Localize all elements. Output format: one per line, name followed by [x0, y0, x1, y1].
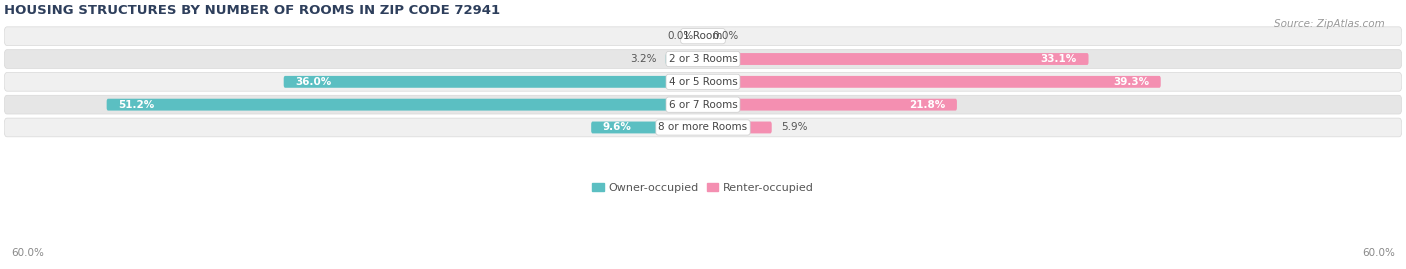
- FancyBboxPatch shape: [4, 95, 1402, 114]
- Text: 6 or 7 Rooms: 6 or 7 Rooms: [669, 100, 737, 110]
- FancyBboxPatch shape: [591, 122, 703, 133]
- Text: 39.3%: 39.3%: [1114, 77, 1149, 87]
- FancyBboxPatch shape: [703, 122, 772, 133]
- FancyBboxPatch shape: [703, 99, 957, 111]
- Text: 21.8%: 21.8%: [910, 100, 945, 110]
- Text: 60.0%: 60.0%: [1362, 248, 1395, 258]
- FancyBboxPatch shape: [284, 76, 703, 88]
- FancyBboxPatch shape: [107, 99, 703, 111]
- Text: 8 or more Rooms: 8 or more Rooms: [658, 122, 748, 132]
- Text: 1 Room: 1 Room: [683, 31, 723, 41]
- FancyBboxPatch shape: [4, 118, 1402, 137]
- Text: 9.6%: 9.6%: [603, 122, 631, 132]
- Text: 0.0%: 0.0%: [713, 31, 738, 41]
- FancyBboxPatch shape: [4, 50, 1402, 68]
- Text: 3.2%: 3.2%: [630, 54, 657, 64]
- Text: 5.9%: 5.9%: [782, 122, 807, 132]
- Text: 60.0%: 60.0%: [11, 248, 44, 258]
- FancyBboxPatch shape: [703, 53, 1088, 65]
- Text: 33.1%: 33.1%: [1040, 54, 1077, 64]
- Text: 2 or 3 Rooms: 2 or 3 Rooms: [669, 54, 737, 64]
- Text: 36.0%: 36.0%: [295, 77, 332, 87]
- FancyBboxPatch shape: [665, 53, 703, 65]
- FancyBboxPatch shape: [703, 76, 1161, 88]
- Text: Source: ZipAtlas.com: Source: ZipAtlas.com: [1274, 19, 1385, 29]
- Text: 0.0%: 0.0%: [668, 31, 693, 41]
- FancyBboxPatch shape: [4, 27, 1402, 45]
- Legend: Owner-occupied, Renter-occupied: Owner-occupied, Renter-occupied: [588, 178, 818, 197]
- Text: 4 or 5 Rooms: 4 or 5 Rooms: [669, 77, 737, 87]
- FancyBboxPatch shape: [4, 72, 1402, 91]
- Text: HOUSING STRUCTURES BY NUMBER OF ROOMS IN ZIP CODE 72941: HOUSING STRUCTURES BY NUMBER OF ROOMS IN…: [4, 4, 501, 17]
- Text: 51.2%: 51.2%: [118, 100, 155, 110]
